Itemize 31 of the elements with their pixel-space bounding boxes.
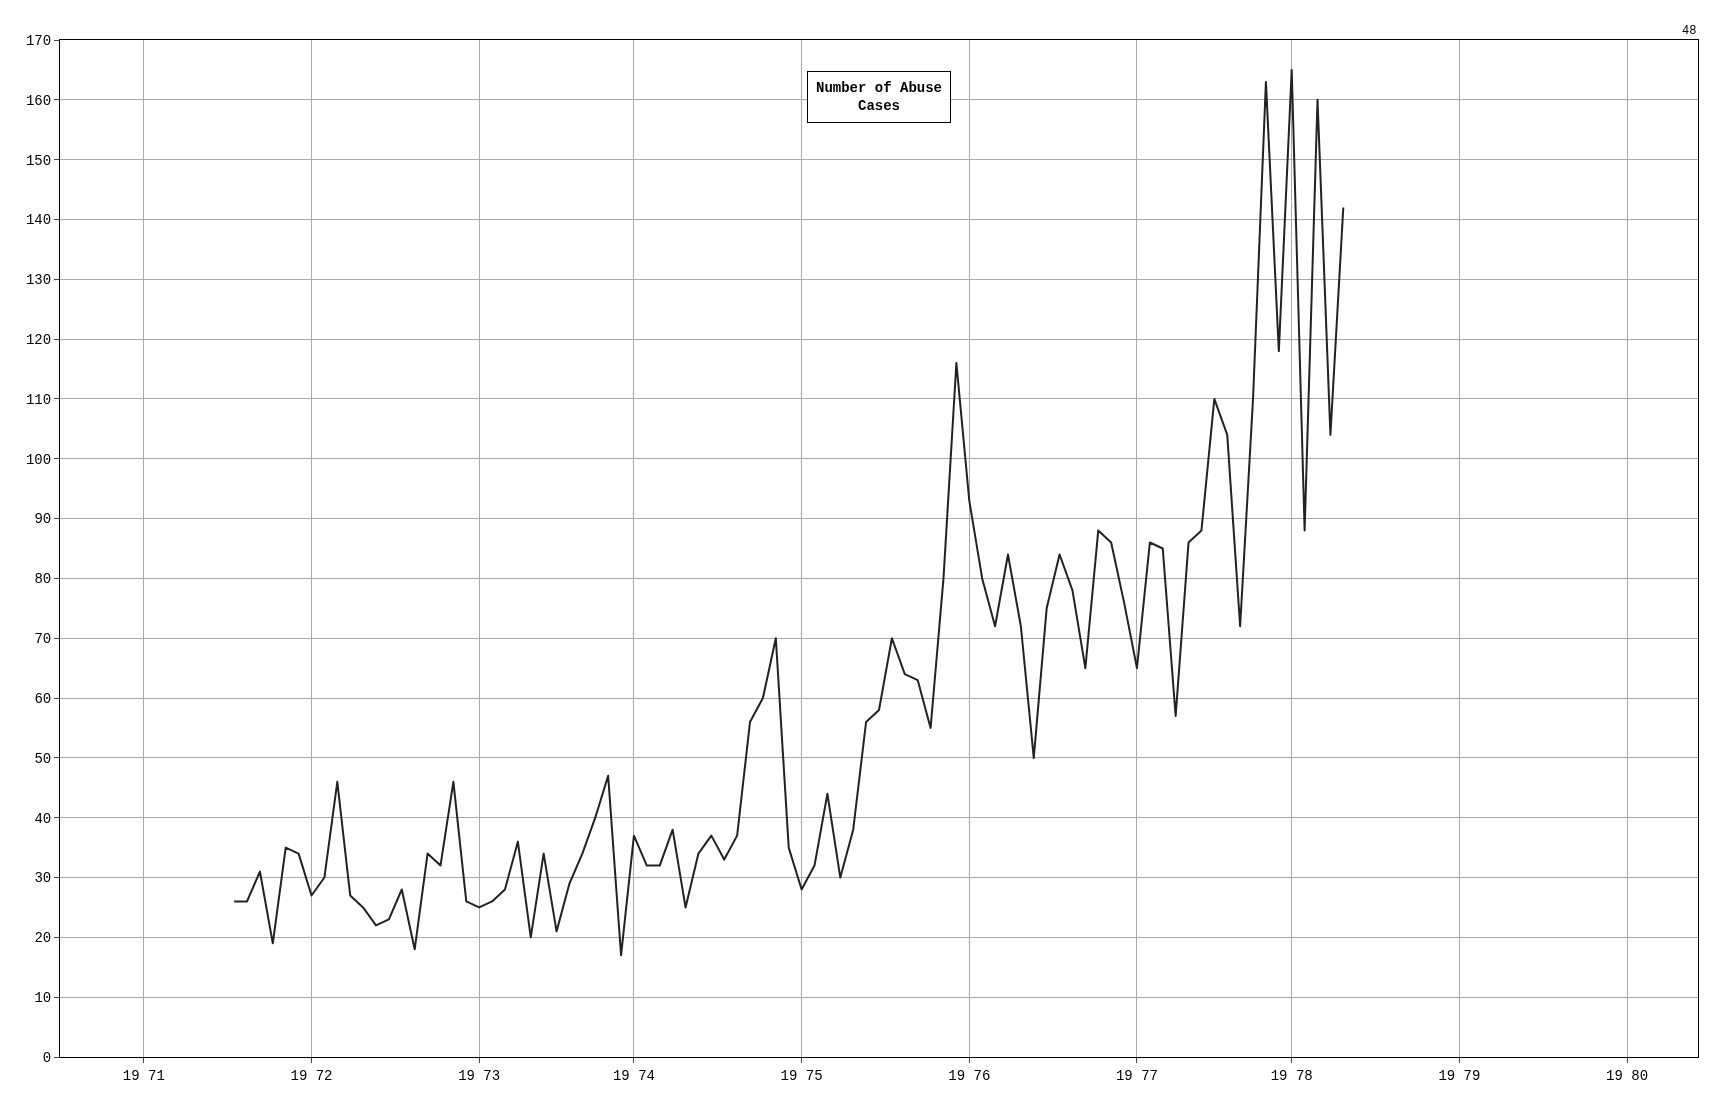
x-tick-label: 19 80 [1606,1067,1649,1084]
x-tick-label: 19 72 [290,1067,333,1084]
y-tick-label: 120 [25,332,52,349]
y-tick-label: 170 [25,32,52,49]
y-tick-label: 0 [42,1049,52,1066]
y-tick-label: 130 [25,272,52,289]
y-tick-label: 50 [34,750,52,767]
y-tick-label: 10 [34,990,52,1007]
x-tick-label: 19 75 [780,1067,823,1084]
x-tick-label: 19 74 [612,1067,655,1084]
y-tick-label: 80 [34,571,52,588]
x-tick-label: 19 76 [948,1067,991,1084]
y-tick-label: 20 [34,930,52,947]
y-tick-label: 90 [34,511,52,528]
x-tick-label: 19 73 [458,1067,501,1084]
y-tick-label: 140 [25,212,52,229]
x-tick-label: 19 78 [1270,1067,1313,1084]
x-tick-label: 19 71 [122,1067,165,1084]
text: 48 [1682,24,1697,38]
x-tick-label: 19 79 [1438,1067,1481,1084]
x-tick-label: 19 77 [1115,1067,1158,1084]
y-tick-label: 60 [34,690,52,707]
y-tick-label: 100 [25,451,52,468]
y-tick-label: 40 [34,810,52,827]
y-tick-label: 110 [25,391,52,408]
y-tick-label: 150 [25,152,52,169]
y-tick-label: 160 [25,92,52,109]
y-tick-label: 30 [34,870,52,887]
line-series [233,68,1345,957]
y-tick-label: 70 [34,631,52,648]
text: Number of Abuse Cases [816,80,943,115]
